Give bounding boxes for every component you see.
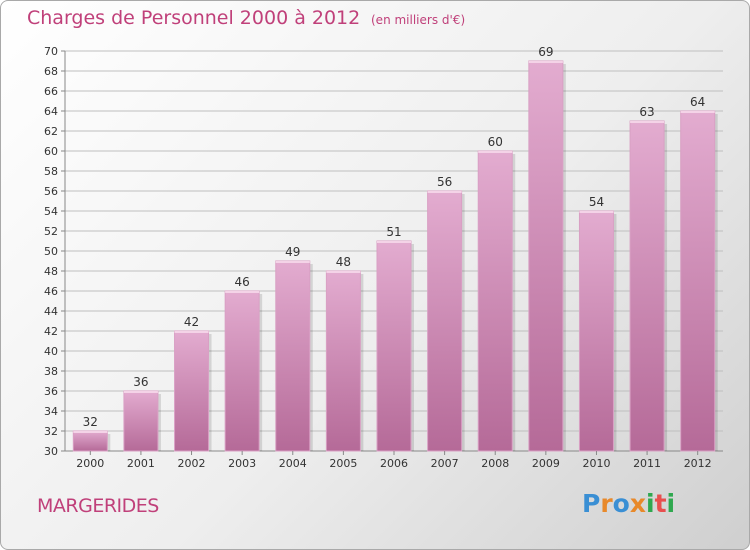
y-tick-label: 64 [44,105,58,118]
bar [528,60,564,452]
bar [629,120,665,452]
y-tick-label: 40 [44,345,58,358]
y-tick-label: 42 [44,325,58,338]
x-tick-label: 2012 [684,457,712,470]
x-tick-label: 2011 [633,457,661,470]
data-label: 60 [488,135,503,149]
y-tick-label: 52 [44,225,58,238]
data-label: 32 [83,415,98,429]
logo-letter: o [612,489,630,518]
bar [477,150,513,452]
y-tick-label: 30 [44,445,58,458]
bar-highlight [680,111,715,113]
data-label: 42 [184,315,199,329]
bar [427,190,463,452]
y-tick-label: 48 [44,265,58,278]
bar-highlight [275,261,310,263]
x-tick-label: 2009 [532,457,560,470]
data-label: 46 [235,275,250,289]
data-label: 69 [538,45,553,59]
bar-highlight [478,151,513,153]
proxiti-logo[interactable]: Proxiti [582,489,675,523]
data-label: 48 [336,255,351,269]
y-tick-label: 44 [44,305,58,318]
bar-highlight [630,121,665,123]
x-tick-label: 2005 [329,457,357,470]
y-tick-label: 38 [44,365,58,378]
x-tick-label: 2000 [76,457,104,470]
bar-highlight [528,61,563,63]
data-label: 36 [133,375,148,389]
y-tick-label: 32 [44,425,58,438]
bar-highlight [225,291,260,293]
y-tick-label: 60 [44,145,58,158]
bar [325,270,361,452]
bar-highlight [73,431,108,433]
bar-highlight [174,331,209,333]
logo-letter: x [629,489,646,518]
data-label: 63 [639,105,654,119]
bar [123,390,159,452]
y-tick-label: 58 [44,165,58,178]
x-tick-label: 2006 [380,457,408,470]
x-tick-label: 2002 [178,457,206,470]
data-label: 56 [437,175,452,189]
bar [376,240,412,452]
data-label: 64 [690,95,705,109]
bar-highlight [579,211,614,213]
y-tick-label: 66 [44,85,58,98]
y-tick-label: 46 [44,285,58,298]
logo-letter: P [582,489,601,518]
x-tick-label: 2007 [431,457,459,470]
x-tick-label: 2008 [481,457,509,470]
chart-subtitle: (en milliers d'€) [371,13,466,27]
x-tick-label: 2010 [582,457,610,470]
y-tick-label: 54 [44,205,58,218]
bar [578,210,614,452]
y-tick-label: 34 [44,405,58,418]
y-tick-label: 56 [44,185,58,198]
bar [174,330,210,452]
bar-highlight [123,391,158,393]
x-tick-label: 2004 [279,457,307,470]
bar [72,430,108,452]
y-tick-label: 50 [44,245,58,258]
logo-letter: i [666,489,676,518]
y-tick-label: 70 [44,45,58,58]
logo-letter: r [600,489,613,518]
bar [680,110,716,452]
y-tick-label: 68 [44,65,58,78]
x-tick-label: 2001 [127,457,155,470]
logo-letter: t [654,489,667,518]
data-label: 49 [285,245,300,259]
bar-highlight [326,271,361,273]
x-tick-label: 2003 [228,457,256,470]
commune-name: MARGERIDES [37,495,159,517]
data-label: 54 [589,195,604,209]
bar [275,260,311,452]
data-label: 51 [386,225,401,239]
bar [224,290,260,452]
bar-highlight [427,191,462,193]
y-tick-label: 62 [44,125,58,138]
bar-highlight [377,241,411,243]
chart-title: Charges de Personnel 2000 à 2012 [27,7,361,29]
logo-letter: i [646,489,655,518]
y-tick-label: 36 [44,385,58,398]
